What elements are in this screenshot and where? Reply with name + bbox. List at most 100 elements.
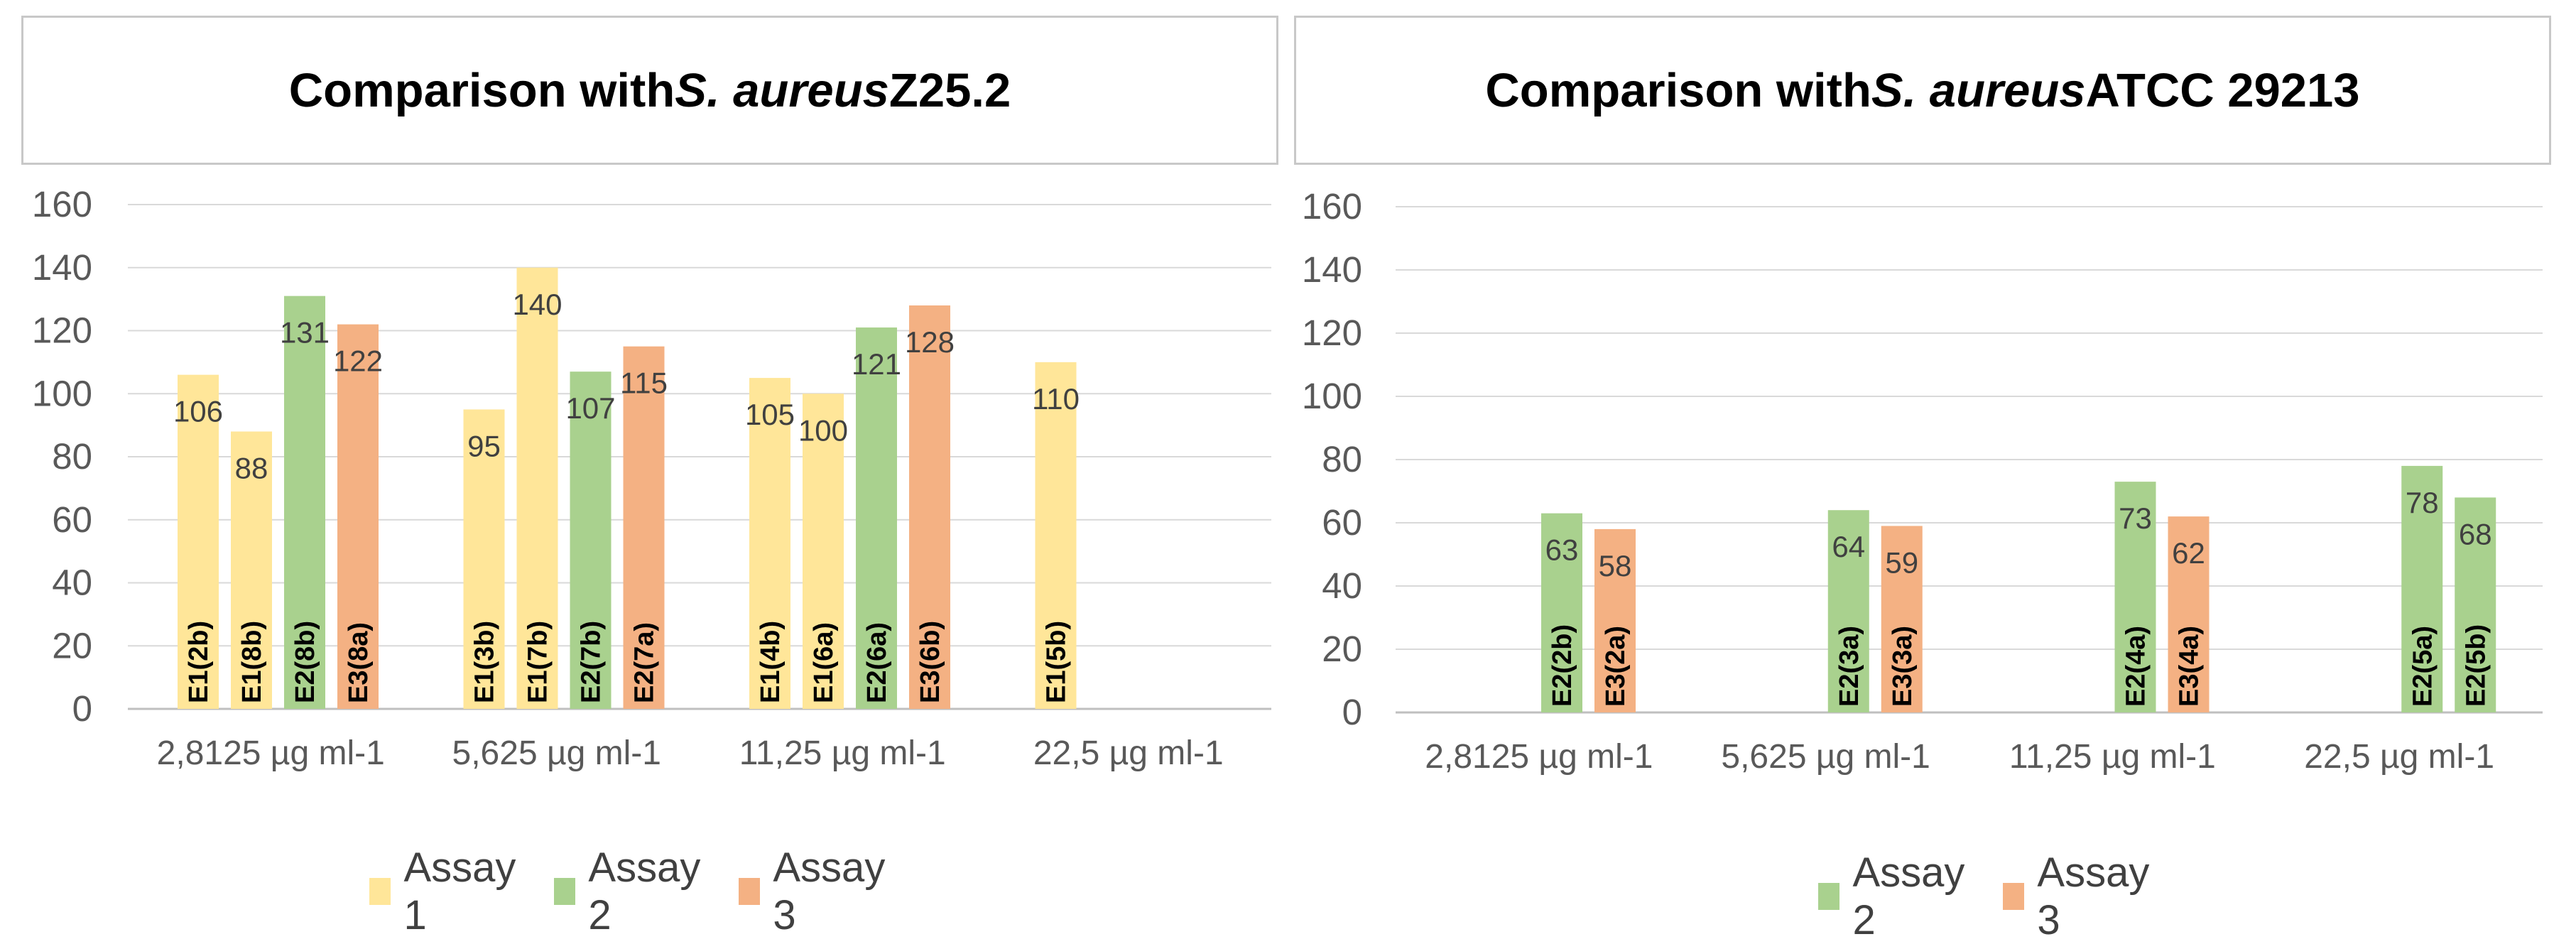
bar — [1035, 362, 1077, 709]
data-label: 115 — [620, 367, 668, 400]
bar — [231, 431, 272, 709]
x-tick-label: 5,625 µg ml-1 — [1721, 738, 1930, 776]
y-tick-label: 160 — [32, 184, 92, 224]
y-tick-label: 60 — [52, 499, 92, 540]
bar — [1881, 526, 1923, 712]
data-label: 64 — [1832, 530, 1865, 563]
data-label: 58 — [1599, 549, 1632, 582]
data-label: 122 — [333, 344, 383, 378]
y-tick-label: 100 — [1302, 376, 1362, 416]
bar — [1827, 510, 1869, 712]
data-label: 121 — [852, 347, 901, 381]
bar-label: E3(2a) — [1601, 626, 1631, 707]
chart-title-right: Comparison with S. aureus ATCC 29213 — [1294, 16, 2551, 165]
bar-label: E2(7b) — [577, 621, 607, 703]
y-tick-label: 120 — [32, 310, 92, 351]
bar-label: E1(4b) — [756, 621, 786, 703]
legend-swatch — [369, 878, 391, 905]
bar-label: E2(2b) — [1548, 624, 1577, 707]
data-label: 131 — [280, 316, 330, 349]
x-tick-label: 11,25 µg ml-1 — [2009, 738, 2216, 776]
data-label: 106 — [173, 395, 223, 428]
bar-label: E2(7a) — [630, 622, 660, 703]
y-tick-label: 140 — [32, 247, 92, 288]
y-tick-label: 0 — [72, 688, 92, 729]
bar-label: E1(5b) — [1042, 621, 1072, 703]
bar-label: E3(6b) — [915, 621, 945, 703]
bar-label: E1(6a) — [809, 622, 839, 703]
bar-label: E1(7b) — [523, 621, 553, 703]
x-tick-label: 22,5 µg ml-1 — [2304, 738, 2494, 776]
y-tick-label: 0 — [1342, 692, 1362, 732]
x-tick-label: 2,8125 µg ml-1 — [1425, 738, 1653, 776]
data-label: 59 — [1885, 546, 1918, 579]
bar — [803, 394, 844, 709]
y-tick-label: 100 — [32, 373, 92, 413]
chart-title-left: Comparison with S. aureus Z25.2 — [21, 16, 1278, 165]
bar — [1594, 528, 1636, 712]
data-label: 100 — [798, 413, 848, 447]
chart-right-svg: 0 20 40 60 80 100 120 140 160 2,8125 µg ml-1 63 E2(… — [1302, 186, 2543, 776]
bar-label: E3(8a) — [344, 622, 374, 703]
x-tick-label: 2,8125 µg ml-1 — [157, 734, 385, 772]
bar — [623, 346, 665, 709]
y-tick-label: 40 — [1322, 565, 1362, 606]
data-label: 140 — [512, 288, 562, 321]
y-tick-label: 160 — [1302, 186, 1362, 227]
legend-item: Assay 3 — [2002, 849, 2155, 944]
bar-label: E2(3a) — [1835, 626, 1864, 707]
bar-label: E2(6a) — [862, 622, 892, 703]
bar-label: E2(4a) — [2121, 626, 2151, 707]
legend-label: Assay 2 — [1852, 850, 1965, 943]
y-tick-label: 80 — [52, 436, 92, 477]
legend-swatch — [738, 878, 761, 905]
bar — [1541, 513, 1582, 712]
chart-title-italic: S. aureus — [1871, 63, 2086, 117]
bar — [2114, 482, 2156, 712]
bar-label: E3(4a) — [2175, 626, 2205, 707]
bar — [337, 324, 379, 709]
bar-label: E1(3b) — [470, 621, 500, 703]
bar — [284, 295, 325, 709]
legend-right: Assay 2 Assay 3 — [1818, 849, 2155, 944]
x-tick-label: 11,25 µg ml-1 — [739, 734, 946, 772]
x-tick-label: 22,5 µg ml-1 — [1033, 734, 1224, 772]
chart-left-svg: 0 20 40 60 80 100 120 140 160 2,8125 µg ml-1 106 E1… — [32, 184, 1271, 772]
x-tick-label: 5,625 µg ml-1 — [452, 734, 661, 772]
data-label: 110 — [1032, 382, 1080, 416]
bar — [2401, 465, 2443, 712]
bar — [516, 267, 558, 709]
y-tick-label: 40 — [52, 563, 92, 603]
y-tick-label: 60 — [1322, 502, 1362, 543]
data-label: 63 — [1545, 533, 1579, 567]
chart-title-suffix: ATCC 29213 — [2085, 63, 2360, 117]
legend-swatch — [1818, 883, 1840, 910]
legend-label: Assay 3 — [2037, 850, 2150, 943]
chart-title-suffix: Z25.2 — [888, 63, 1011, 117]
y-tick-label: 120 — [1302, 313, 1362, 353]
data-label: 62 — [2172, 536, 2205, 570]
y-tick-label: 80 — [1322, 439, 1362, 479]
bar-label: E3(3a) — [1888, 626, 1918, 707]
bar — [749, 378, 790, 709]
bar — [909, 305, 950, 709]
data-label: 95 — [467, 429, 501, 462]
bar — [2455, 497, 2496, 712]
bar-label: E2(5a) — [2408, 626, 2438, 707]
bar-label: E2(8b) — [290, 621, 320, 703]
legend-swatch — [2002, 883, 2025, 910]
bar — [856, 327, 897, 709]
bar-label: E2(5b) — [2461, 624, 2491, 707]
bar-label: E1(2b) — [184, 621, 214, 703]
chart-title-prefix: Comparison with — [288, 63, 675, 117]
data-label: 128 — [905, 325, 955, 359]
bar — [463, 409, 505, 709]
data-label: 78 — [2406, 486, 2439, 519]
legend-swatch — [553, 878, 576, 905]
bar — [2168, 516, 2210, 712]
chart-title-italic: S. aureus — [675, 63, 889, 117]
data-label: 73 — [2119, 501, 2152, 535]
bar-label: E1(8b) — [237, 621, 267, 703]
y-tick-label: 20 — [1322, 629, 1362, 669]
y-tick-label: 140 — [1302, 249, 1362, 290]
